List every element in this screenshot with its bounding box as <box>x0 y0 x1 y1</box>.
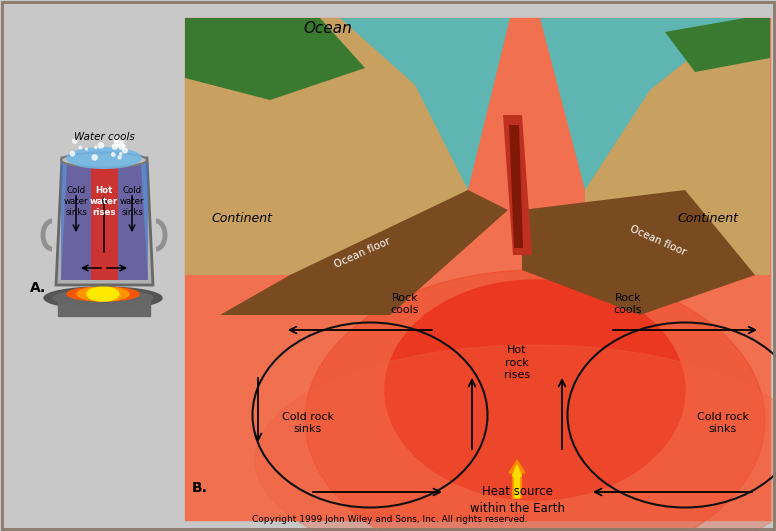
Polygon shape <box>665 18 770 72</box>
Circle shape <box>94 145 98 149</box>
Polygon shape <box>56 158 153 285</box>
Text: B.: B. <box>192 481 208 495</box>
Text: Ocean: Ocean <box>303 21 352 36</box>
Polygon shape <box>185 18 365 100</box>
Ellipse shape <box>385 280 685 500</box>
Polygon shape <box>585 18 770 275</box>
Circle shape <box>111 152 116 157</box>
Circle shape <box>122 148 128 153</box>
Text: Cold
water
sinks: Cold water sinks <box>120 186 144 217</box>
Ellipse shape <box>305 270 765 531</box>
Circle shape <box>92 154 98 161</box>
Circle shape <box>112 143 118 150</box>
Circle shape <box>113 141 120 148</box>
Ellipse shape <box>66 147 142 169</box>
Polygon shape <box>522 190 755 315</box>
Text: Ocean floor: Ocean floor <box>629 223 688 257</box>
Ellipse shape <box>53 290 153 306</box>
Text: Cold rock
sinks: Cold rock sinks <box>282 413 334 434</box>
Circle shape <box>70 151 75 157</box>
Polygon shape <box>540 18 770 190</box>
Text: Rock
cools: Rock cools <box>614 294 643 315</box>
Bar <box>58 296 150 316</box>
Polygon shape <box>220 190 508 315</box>
Polygon shape <box>503 115 532 255</box>
Ellipse shape <box>44 287 162 309</box>
Text: Water cools: Water cools <box>74 132 134 142</box>
Circle shape <box>121 144 126 148</box>
Text: Continent: Continent <box>677 212 739 225</box>
Circle shape <box>72 138 78 144</box>
Ellipse shape <box>77 287 129 301</box>
Text: Copyright 1999 John Wiley and Sons, Inc. All rights reserved.: Copyright 1999 John Wiley and Sons, Inc.… <box>252 515 528 524</box>
Circle shape <box>118 143 125 150</box>
Polygon shape <box>185 18 510 190</box>
FancyArrow shape <box>509 460 525 498</box>
Polygon shape <box>61 163 91 280</box>
Circle shape <box>98 142 104 149</box>
Circle shape <box>114 139 118 143</box>
Circle shape <box>78 145 82 149</box>
Circle shape <box>120 140 124 144</box>
Ellipse shape <box>67 287 139 301</box>
Polygon shape <box>509 125 523 248</box>
Polygon shape <box>118 163 148 280</box>
Text: Hot
rock
rises: Hot rock rises <box>504 345 530 380</box>
Text: Cold
water
sinks: Cold water sinks <box>64 186 88 217</box>
Bar <box>185 18 770 520</box>
Ellipse shape <box>255 345 776 531</box>
Circle shape <box>113 136 120 143</box>
Text: Ocean floor: Ocean floor <box>332 236 392 270</box>
Text: Continent: Continent <box>212 212 272 225</box>
Text: Rock
cools: Rock cools <box>391 294 419 315</box>
Polygon shape <box>185 18 468 275</box>
Ellipse shape <box>61 152 147 167</box>
Text: Cold rock
sinks: Cold rock sinks <box>697 413 749 434</box>
Text: A.: A. <box>30 281 47 295</box>
Polygon shape <box>61 163 148 280</box>
FancyArrow shape <box>512 465 521 498</box>
Circle shape <box>119 152 123 156</box>
Circle shape <box>117 155 122 159</box>
Ellipse shape <box>87 287 119 301</box>
Text: Heat source
within the Earth: Heat source within the Earth <box>469 485 564 515</box>
Circle shape <box>85 148 88 151</box>
Text: Hot
water
rises: Hot water rises <box>90 186 118 217</box>
